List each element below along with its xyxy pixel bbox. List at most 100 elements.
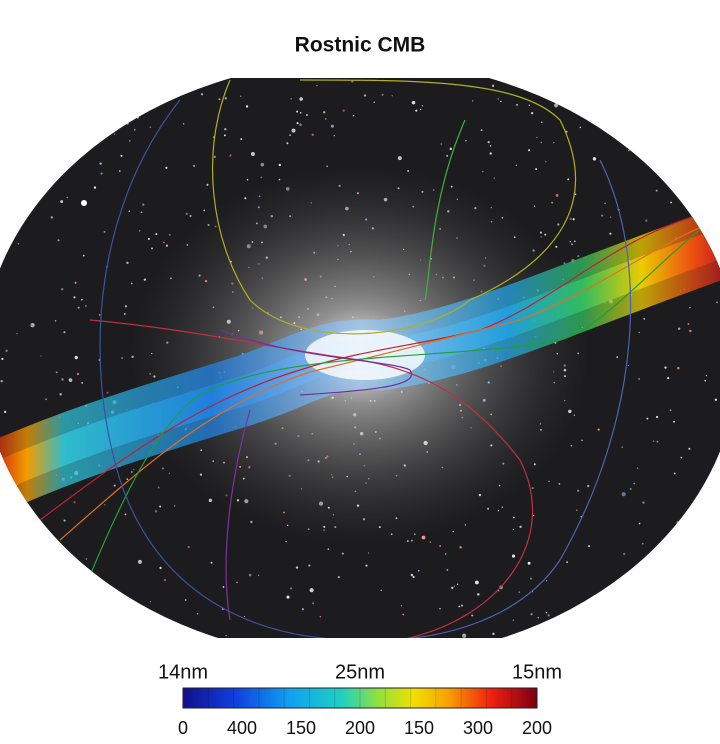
- star: [290, 587, 293, 590]
- star: [5, 349, 8, 352]
- star: [337, 575, 340, 579]
- star: [326, 165, 328, 168]
- colorbar-top-label: 25nm: [335, 661, 385, 683]
- star: [513, 516, 515, 519]
- star: [257, 574, 260, 577]
- star: [529, 577, 533, 580]
- star: [260, 162, 265, 167]
- star: [449, 147, 452, 151]
- star: [296, 122, 299, 125]
- star: [516, 104, 518, 106]
- star: [309, 588, 314, 593]
- star: [678, 327, 681, 330]
- star: [323, 111, 326, 114]
- star: [55, 371, 58, 374]
- star: [12, 550, 15, 554]
- star: [126, 478, 129, 480]
- star: [30, 323, 35, 328]
- star: [59, 393, 62, 396]
- star: [512, 619, 515, 621]
- star: [206, 183, 209, 186]
- star: [174, 505, 176, 507]
- star: [37, 168, 40, 171]
- star: [533, 515, 535, 517]
- star: [73, 501, 76, 504]
- star: [342, 109, 345, 112]
- star: [168, 472, 171, 475]
- star: [138, 230, 141, 232]
- star: [50, 216, 54, 219]
- star: [147, 237, 150, 240]
- star: [4, 568, 8, 571]
- star: [638, 331, 641, 334]
- star: [34, 576, 37, 580]
- star: [82, 254, 85, 257]
- star: [716, 120, 719, 123]
- star: [553, 142, 555, 144]
- bright-star: [81, 200, 87, 206]
- star: [471, 614, 474, 617]
- star: [102, 581, 104, 584]
- colorbar-tick-label: 400: [227, 718, 257, 738]
- star: [685, 71, 687, 73]
- star: [573, 240, 576, 243]
- star: [552, 641, 554, 643]
- colorbar-tick-label: 200: [345, 718, 375, 738]
- star: [487, 140, 490, 144]
- star: [60, 200, 64, 203]
- star: [458, 605, 461, 608]
- star: [412, 575, 415, 579]
- star: [670, 201, 672, 204]
- star: [25, 76, 27, 78]
- star: [539, 231, 543, 234]
- star: [668, 568, 671, 571]
- star: [558, 482, 561, 485]
- star: [130, 471, 133, 473]
- star: [16, 499, 18, 501]
- star: [540, 236, 542, 238]
- star: [34, 628, 37, 631]
- star: [55, 548, 58, 551]
- star: [705, 636, 708, 638]
- star: [40, 619, 43, 622]
- star: [17, 590, 20, 593]
- star: [415, 109, 418, 112]
- star: [683, 171, 686, 174]
- star: [66, 577, 68, 580]
- star: [183, 123, 185, 125]
- star: [7, 517, 10, 519]
- star: [1, 198, 3, 201]
- star: [154, 510, 158, 513]
- star: [2, 96, 5, 98]
- star: [570, 444, 573, 447]
- star: [213, 155, 216, 158]
- star: [636, 467, 639, 469]
- star: [682, 608, 686, 612]
- star: [79, 79, 82, 82]
- star: [69, 80, 73, 84]
- star: [286, 595, 290, 599]
- star: [143, 278, 147, 281]
- star: [251, 152, 255, 156]
- star: [57, 239, 60, 242]
- star: [421, 105, 424, 107]
- star: [653, 567, 656, 570]
- star: [574, 193, 577, 196]
- star: [477, 593, 480, 596]
- star: [260, 176, 263, 179]
- star: [444, 553, 447, 555]
- star: [638, 522, 641, 525]
- star: [63, 331, 66, 334]
- colorbar-gradient: [182, 687, 538, 709]
- star: [605, 117, 608, 120]
- star: [365, 564, 368, 567]
- star: [76, 372, 80, 376]
- star: [61, 378, 64, 381]
- star: [63, 519, 66, 522]
- star: [32, 590, 35, 592]
- star: [707, 85, 709, 88]
- star: [655, 189, 658, 192]
- colorbar-segments: [207, 688, 513, 708]
- star: [655, 415, 659, 419]
